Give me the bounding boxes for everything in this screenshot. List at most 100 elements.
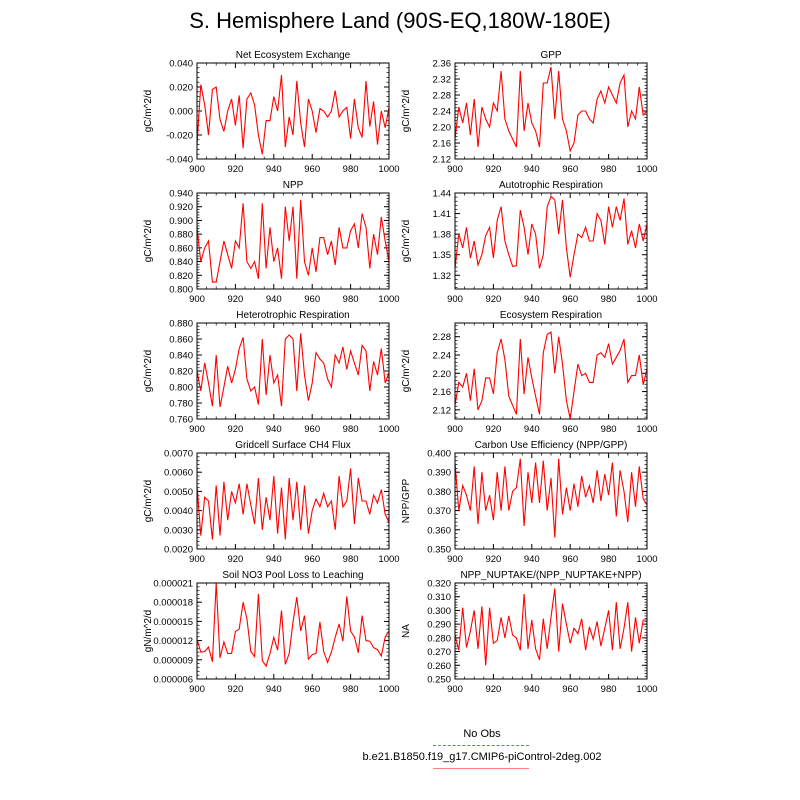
y-tick-label: 0.880 xyxy=(169,319,193,330)
y-tick-label: 2.32 xyxy=(433,75,452,86)
y-tick-label: 2.16 xyxy=(433,139,452,150)
y-tick-label: 0.800 xyxy=(169,383,193,394)
y-tick-label: 2.12 xyxy=(433,405,452,416)
y-tick-label: 1.35 xyxy=(433,250,452,261)
x-tick-label: 940 xyxy=(266,684,282,695)
x-tick-label: 940 xyxy=(524,424,540,435)
chart-panel: Carbon Use Efficiency (NPP/GPP) NPP/GPP 90… xyxy=(401,440,658,565)
y-tick-label: 0.840 xyxy=(169,351,193,362)
x-tick-label: 1000 xyxy=(378,294,399,305)
y-tick-label: 0.000015 xyxy=(153,617,193,628)
y-tick-label: 1.38 xyxy=(433,230,452,241)
x-tick-label: 980 xyxy=(343,164,359,175)
x-tick-label: 960 xyxy=(304,294,320,305)
y-tick-label: 1.32 xyxy=(433,271,452,282)
y-tick-label: 0.940 xyxy=(169,189,193,200)
y-tick-label: 0.0070 xyxy=(164,449,193,460)
x-tick-label: 920 xyxy=(485,424,501,435)
chart-panel: NPP_NUPTAKE/(NPP_NUPTAKE+NPP) NA 900 920 940… xyxy=(401,570,658,695)
chart-panel: Ecosystem Respiration gC/m^2/d 900 920 940 96… xyxy=(401,310,658,435)
x-tick-label: 960 xyxy=(304,684,320,695)
x-tick-label: 980 xyxy=(601,294,617,305)
y-axis-label: gN/m^2/d xyxy=(143,610,154,653)
chart-panel: Autotrophic Respiration gC/m^2/d 900 920 940… xyxy=(401,180,658,305)
y-axis-label: gC/m^2/d xyxy=(401,350,412,393)
x-tick-label: 920 xyxy=(485,164,501,175)
x-tick-label: 920 xyxy=(227,554,243,565)
x-tick-label: 1000 xyxy=(378,424,399,435)
y-tick-label: 0.360 xyxy=(427,525,451,536)
x-tick-label: 940 xyxy=(266,554,282,565)
x-tick-label: 900 xyxy=(447,554,463,565)
plot-frame xyxy=(196,192,390,290)
y-tick-label: 0.020 xyxy=(169,83,193,94)
plot-frame xyxy=(454,62,648,160)
x-tick-label: 940 xyxy=(524,554,540,565)
y-tick-label: 0.900 xyxy=(169,216,193,227)
plot-frame xyxy=(196,582,390,680)
y-tick-label: 0.920 xyxy=(169,202,193,213)
y-tick-label: 0.250 xyxy=(427,675,451,686)
data-series-line xyxy=(196,74,390,155)
y-tick-label: 0.840 xyxy=(169,257,193,268)
x-tick-label: 900 xyxy=(447,164,463,175)
data-series-line xyxy=(454,195,648,278)
y-tick-label: 0.820 xyxy=(169,271,193,282)
y-tick-label: 0.0020 xyxy=(164,545,193,556)
x-tick-label: 980 xyxy=(601,684,617,695)
y-tick-label: 0.380 xyxy=(427,487,451,498)
x-tick-label: 1000 xyxy=(636,164,657,175)
y-tick-label: 0.0040 xyxy=(164,506,193,517)
x-tick-label: 900 xyxy=(189,554,205,565)
y-tick-label: -0.020 xyxy=(166,131,193,142)
y-tick-label: 2.28 xyxy=(433,332,452,343)
y-tick-label: 0.0030 xyxy=(164,525,193,536)
y-tick-label: 0.760 xyxy=(169,415,193,426)
main-title: S. Hemisphere Land (90S-EQ,180W-180E) xyxy=(189,8,611,33)
x-tick-label: 1000 xyxy=(636,684,657,695)
y-tick-label: 0.780 xyxy=(169,399,193,410)
y-tick-label: -0.040 xyxy=(166,155,193,166)
y-tick-label: 2.24 xyxy=(433,351,452,362)
chart-panel: Soil NO3 Pool Loss to Leaching gN/m^2/d 90… xyxy=(143,570,400,695)
x-tick-label: 960 xyxy=(562,554,578,565)
panel-title: Ecosystem Respiration xyxy=(500,310,602,321)
plot-frame xyxy=(196,62,390,160)
x-tick-label: 980 xyxy=(601,164,617,175)
x-tick-label: 900 xyxy=(447,294,463,305)
y-tick-label: 0.400 xyxy=(427,449,451,460)
x-tick-label: 960 xyxy=(304,424,320,435)
y-tick-label: 0.040 xyxy=(169,59,193,70)
panel-title: NPP xyxy=(283,180,304,191)
y-tick-label: 0.0060 xyxy=(164,468,193,479)
data-series-line xyxy=(196,582,390,668)
x-tick-label: 940 xyxy=(524,164,540,175)
x-tick-label: 960 xyxy=(562,294,578,305)
y-tick-label: 0.000021 xyxy=(153,579,193,590)
y-tick-label: 2.36 xyxy=(433,59,452,70)
x-tick-label: 960 xyxy=(562,684,578,695)
x-tick-label: 900 xyxy=(447,684,463,695)
y-tick-label: 2.12 xyxy=(433,155,452,166)
x-tick-label: 940 xyxy=(524,294,540,305)
chart-panel: GPP gC/m^2/d 900 920 940 960 980 1000 2.12 2.16 2.… xyxy=(401,50,658,175)
panel-title: Net Ecosystem Exchange xyxy=(236,50,351,61)
x-tick-label: 1000 xyxy=(378,684,399,695)
x-tick-label: 980 xyxy=(343,554,359,565)
chart-panel: Net Ecosystem Exchange gC/m^2/d 900 920 940 9… xyxy=(143,50,400,175)
y-tick-label: 0.310 xyxy=(427,592,451,603)
y-tick-label: 0.000 xyxy=(169,107,193,118)
y-tick-label: 0.820 xyxy=(169,367,193,378)
y-tick-label: 0.290 xyxy=(427,620,451,631)
y-axis-label: gC/m^2/d xyxy=(143,90,154,133)
y-tick-label: 2.20 xyxy=(433,123,452,134)
panel-title: Soil NO3 Pool Loss to Leaching xyxy=(222,570,363,581)
y-tick-label: 0.300 xyxy=(427,606,451,617)
x-tick-label: 920 xyxy=(485,554,501,565)
panel-title: Autotrophic Respiration xyxy=(499,180,603,191)
data-series-line xyxy=(196,468,390,540)
plot-frame xyxy=(454,582,648,680)
x-tick-label: 1000 xyxy=(378,554,399,565)
x-tick-label: 920 xyxy=(227,294,243,305)
